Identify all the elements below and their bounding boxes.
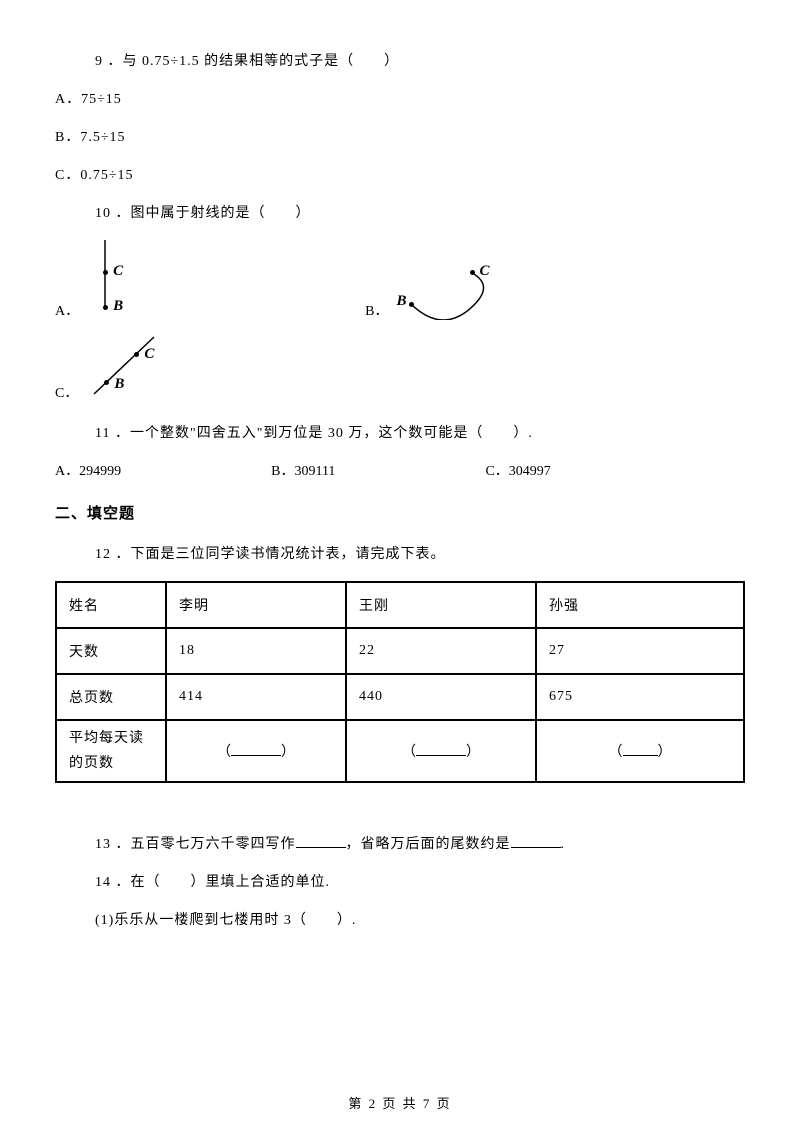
point-c-a — [103, 270, 108, 275]
table-row-days: 天数 18 22 27 — [56, 628, 744, 674]
paren-l-2: （ — [402, 745, 416, 760]
curve-b-icon — [394, 265, 509, 320]
label-c-b: C — [479, 263, 489, 280]
page-footer: 第 2 页 共 7 页 — [0, 1093, 800, 1112]
q13-b: ，省略万后面的尾数约是 — [346, 837, 511, 852]
q10-diagram-b: C B — [394, 265, 509, 320]
td-pages-2: 440 — [346, 674, 536, 720]
td-avg-2: （） — [346, 720, 536, 782]
th-sunqiang: 孙强 — [536, 582, 744, 628]
table-row-header: 姓名 李明 王刚 孙强 — [56, 582, 744, 628]
point-b-a — [103, 305, 108, 310]
label-c-c: C — [144, 346, 154, 363]
td-avg-3: （） — [536, 720, 744, 782]
q11-opt-b: B．309111 — [271, 460, 335, 480]
th-liming: 李明 — [166, 582, 346, 628]
q10-row2: C． C B — [55, 332, 745, 402]
td-avg-1: （） — [166, 720, 346, 782]
q12-table: 姓名 李明 王刚 孙强 天数 18 22 27 总页数 414 440 675 … — [55, 581, 745, 783]
table-row-pages: 总页数 414 440 675 — [56, 674, 744, 720]
paren-l-3: （ — [609, 745, 623, 760]
section-2-title: 二、填空题 — [55, 502, 745, 523]
segment-c-icon — [84, 332, 174, 402]
q11-prompt: 11 ．一个整数"四舍五入"到万位是 30 万，这个数可能是（ ）. — [95, 422, 745, 442]
td-pages-1: 414 — [166, 674, 346, 720]
blank-2 — [416, 742, 466, 756]
paren-r-2: ） — [466, 745, 480, 760]
label-c-a: C — [113, 263, 123, 280]
q13-c: . — [561, 837, 566, 852]
q13-prompt: 13 ．五百零七万六千零四写作 ，省略万后面的尾数约是. — [95, 833, 745, 853]
q14-prompt: 14 ．在（ ）里填上合适的单位. — [95, 871, 745, 891]
td-pages-label: 总页数 — [56, 674, 166, 720]
label-b-c: B — [114, 376, 124, 393]
table-row-avg: 平均每天读的页数 （） （） （） — [56, 720, 744, 782]
paren-r-3: ） — [658, 745, 672, 760]
q9-prompt: 9 ．与 0.75÷1.5 的结果相等的式子是（ ） — [95, 50, 745, 70]
paren-r-1: ） — [281, 745, 295, 760]
q13-blank-2 — [511, 834, 561, 848]
td-days-label: 天数 — [56, 628, 166, 674]
td-days-1: 18 — [166, 628, 346, 674]
td-days-3: 27 — [536, 628, 744, 674]
blank-1 — [231, 742, 281, 756]
q13-a: 13 ．五百零七万六千零四写作 — [95, 837, 296, 852]
q10-label-b: B． — [365, 300, 388, 320]
q10-prompt: 10 ．图中属于射线的是（ ） — [95, 202, 745, 222]
q10-label-a: A． — [55, 300, 79, 320]
q9-opt-b: B．7.5÷15 — [55, 126, 745, 146]
td-avg-label: 平均每天读的页数 — [56, 720, 166, 782]
q10-label-c: C． — [55, 382, 78, 402]
q13-blank-1 — [296, 834, 346, 848]
blank-3 — [623, 742, 658, 756]
q12-prompt: 12 ．下面是三位同学读书情况统计表，请完成下表。 — [95, 543, 745, 563]
td-pages-3: 675 — [536, 674, 744, 720]
q11-opt-c: C．304997 — [485, 460, 550, 480]
q10-row1: A． C B B． C B — [55, 240, 745, 320]
q11-options: A．294999 B．309111 C．304997 — [55, 460, 745, 480]
q10-diagram-c: C B — [84, 332, 174, 402]
q10-diagram-a: C B — [85, 240, 155, 320]
q9-opt-a: A．75÷15 — [55, 88, 745, 108]
q9-opt-c: C．0.75÷15 — [55, 164, 745, 184]
label-b-b: B — [396, 293, 406, 310]
q14-sub1: (1)乐乐从一楼爬到七楼用时 3（ ）. — [95, 909, 745, 929]
td-days-2: 22 — [346, 628, 536, 674]
q11-opt-a: A．294999 — [55, 460, 121, 480]
paren-l-1: （ — [217, 745, 231, 760]
label-b-a: B — [113, 298, 123, 315]
th-wanggang: 王刚 — [346, 582, 536, 628]
th-name: 姓名 — [56, 582, 166, 628]
